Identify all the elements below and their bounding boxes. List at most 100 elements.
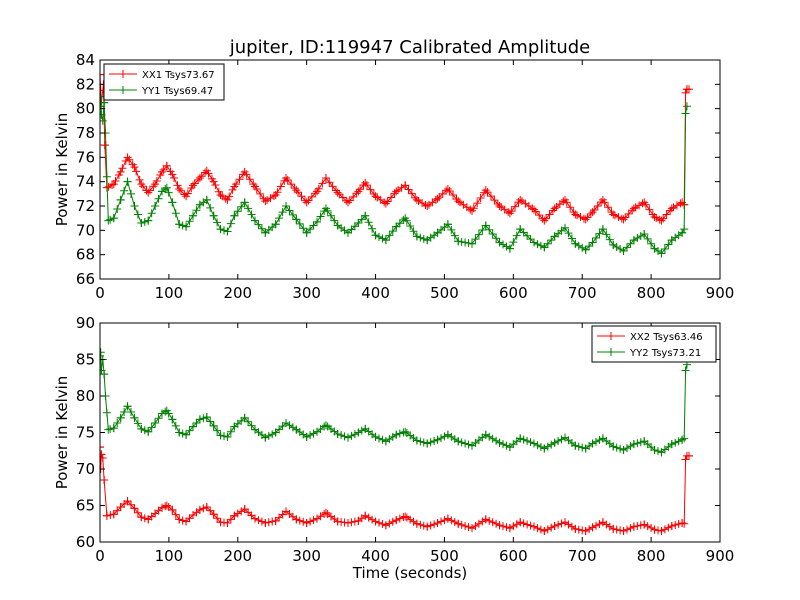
series-marker [619, 446, 628, 455]
series-marker [654, 447, 662, 456]
series-marker [545, 210, 554, 219]
series-marker [454, 519, 463, 528]
series-marker [509, 522, 518, 531]
series-marker [123, 497, 132, 506]
series-marker [574, 442, 583, 451]
series-marker [636, 438, 645, 447]
series-marker [554, 437, 563, 446]
series-marker [667, 521, 676, 530]
series-marker [347, 225, 356, 234]
series-marker [226, 219, 235, 228]
series-marker [369, 190, 378, 199]
data-point [137, 180, 146, 189]
series-marker [338, 193, 347, 202]
figure-title: jupiter, ID:119947 Calibrated Amplitude [229, 37, 590, 58]
y-tick-label: 85 [76, 351, 95, 369]
y-tick-label: 70 [76, 460, 95, 478]
series-marker [390, 189, 399, 198]
series-marker [640, 229, 649, 238]
series-marker [609, 442, 618, 451]
series-marker [612, 525, 621, 534]
data-point [195, 174, 204, 183]
series-marker [387, 193, 396, 202]
series-marker [302, 519, 311, 528]
series-marker [197, 172, 206, 181]
series-marker [345, 196, 354, 205]
series-marker [199, 414, 208, 423]
series-marker [440, 516, 449, 525]
series-marker [626, 239, 635, 248]
series-marker [137, 424, 146, 433]
series-marker [130, 413, 139, 422]
series-marker [330, 216, 339, 225]
data-point [433, 194, 442, 203]
series-marker [388, 517, 397, 526]
y-tick-label: 74 [76, 173, 95, 191]
series-marker [395, 219, 404, 228]
series-marker [357, 426, 366, 435]
series-marker [189, 422, 197, 431]
series-marker [423, 522, 432, 531]
series-marker [185, 514, 194, 523]
series-marker [430, 520, 439, 529]
data-point [100, 92, 105, 101]
series-marker [368, 515, 377, 524]
series-marker [588, 238, 597, 247]
series-marker [127, 500, 135, 509]
y-tick-label: 80 [76, 387, 95, 405]
series-marker [171, 209, 180, 218]
x-tick-label: 700 [568, 284, 597, 302]
series-marker [349, 192, 358, 201]
series-marker [240, 198, 249, 207]
series-marker [388, 227, 397, 236]
series-marker [655, 215, 664, 224]
series-marker [567, 234, 576, 243]
series-marker [633, 234, 642, 243]
series-marker [114, 170, 123, 179]
series-marker [176, 186, 185, 195]
series-marker [371, 231, 380, 240]
legend-label: YY2 Tsys73.21 [629, 348, 701, 359]
series-marker [137, 513, 146, 522]
series-marker [104, 182, 113, 191]
series-marker [426, 438, 435, 447]
series-marker [623, 444, 631, 453]
series-marker [492, 234, 501, 243]
series-marker [571, 524, 580, 533]
series-marker [309, 221, 318, 230]
series-marker [416, 437, 425, 446]
series-marker [189, 211, 197, 220]
series-marker [381, 236, 390, 245]
series-marker [273, 188, 282, 197]
series-marker [178, 221, 187, 230]
series-marker [195, 505, 204, 514]
series-marker [526, 521, 535, 530]
series-marker [562, 198, 571, 207]
series-marker [564, 229, 573, 238]
series-marker [299, 224, 308, 233]
series-marker [385, 231, 394, 240]
series-marker [364, 218, 373, 227]
series-marker [535, 211, 544, 220]
series-marker [638, 199, 647, 208]
series-marker [259, 194, 268, 203]
series-marker [121, 156, 130, 165]
series-marker [664, 240, 673, 249]
series-marker [340, 432, 349, 441]
series-marker [657, 249, 666, 258]
series-marker [264, 518, 273, 527]
series-marker [249, 180, 258, 189]
series-marker [590, 206, 599, 215]
series-marker [113, 205, 122, 214]
series-marker [311, 189, 320, 198]
series-marker [447, 516, 456, 525]
series-marker [640, 520, 649, 529]
x-tick-label: 900 [706, 547, 735, 565]
series-marker [633, 439, 642, 448]
y-axis-label: Power in Kelvin [53, 376, 71, 490]
series-marker [368, 224, 377, 233]
series-marker [164, 409, 173, 418]
series-marker [366, 185, 375, 194]
series-2 [100, 92, 691, 258]
series-marker [492, 436, 501, 445]
